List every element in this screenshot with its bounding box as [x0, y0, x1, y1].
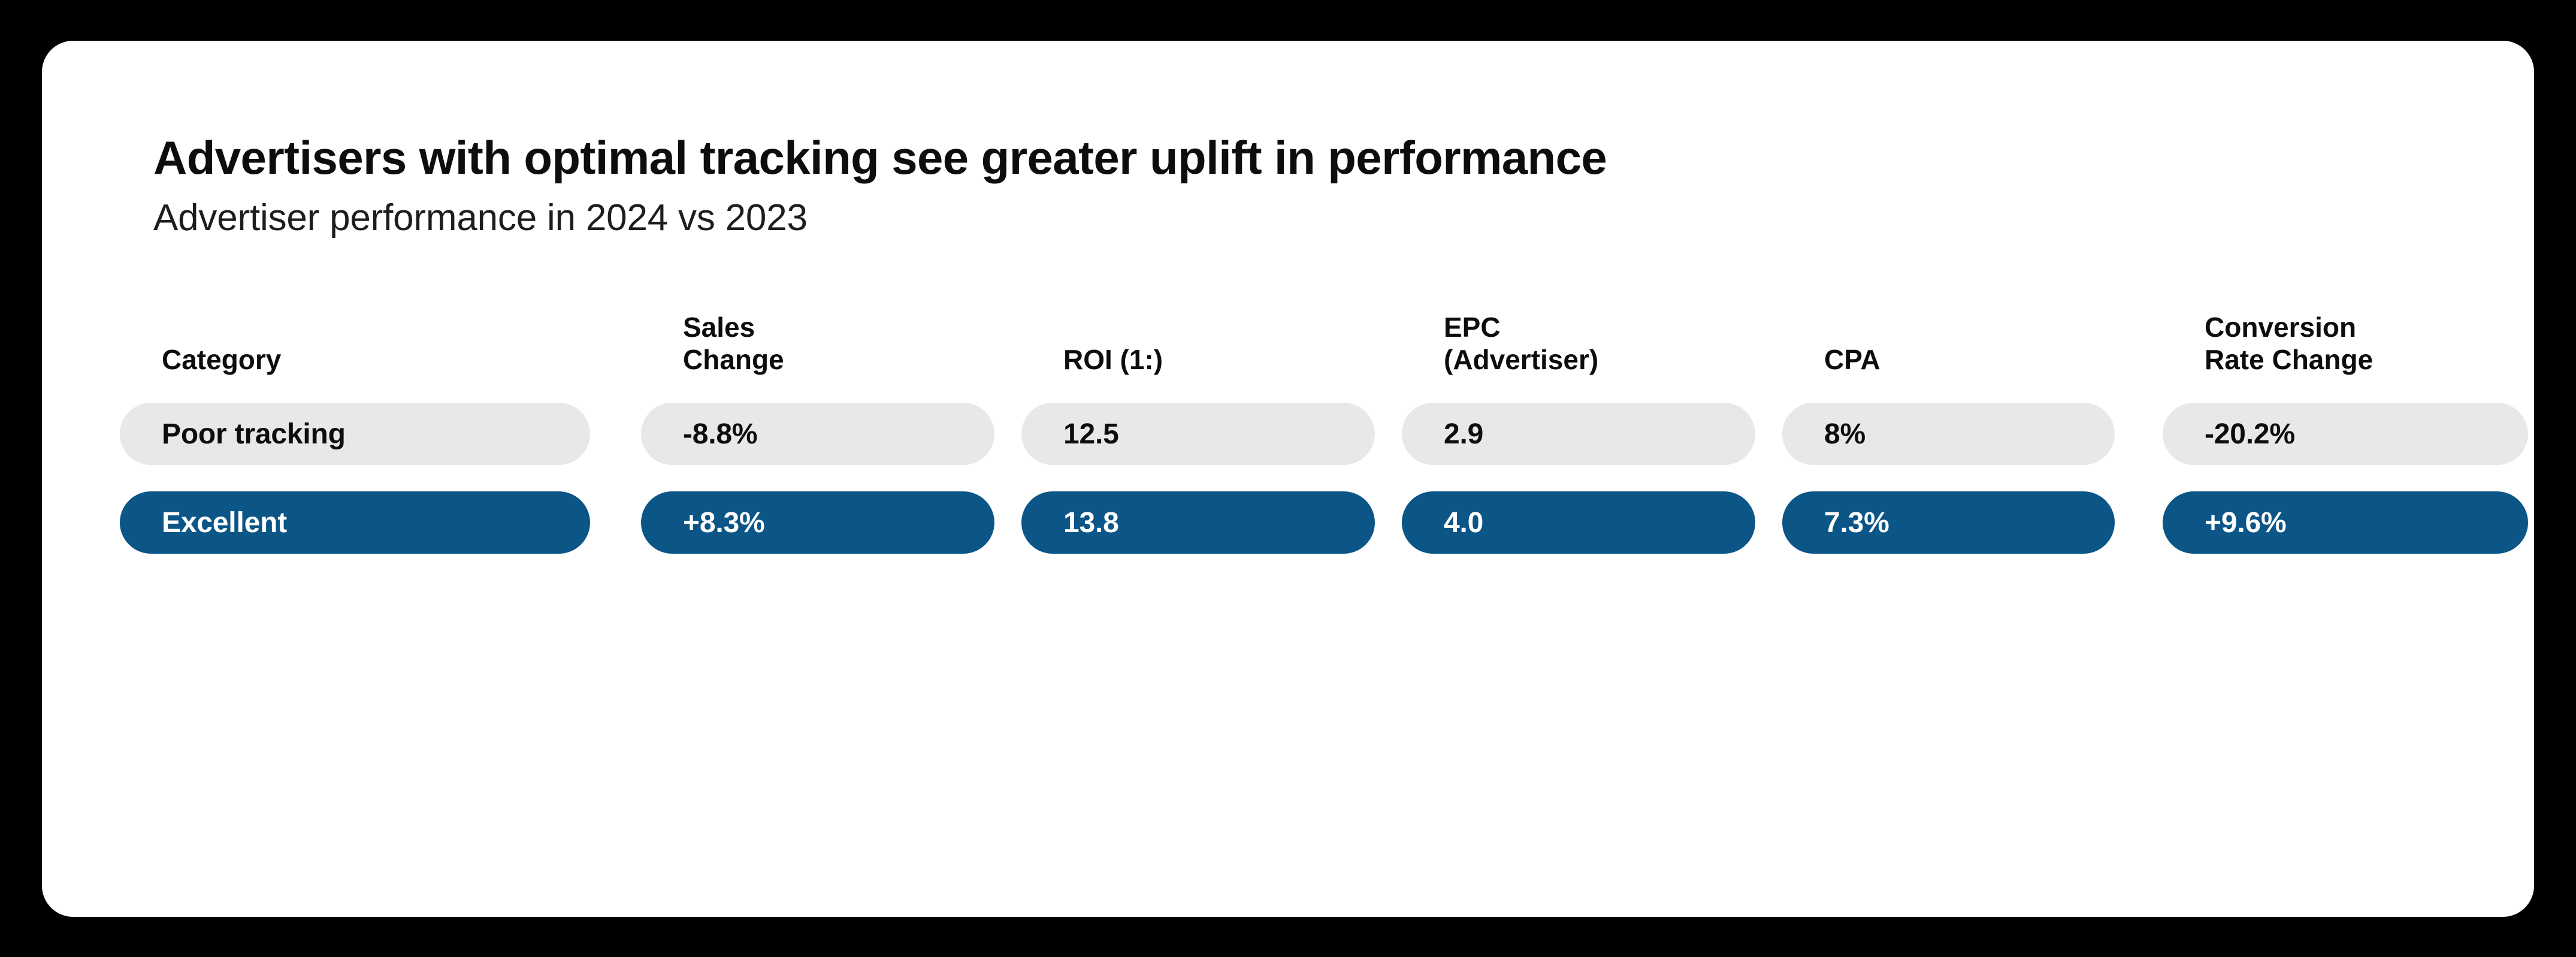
pill-roi[interactable]: 12.5 [1021, 403, 1375, 465]
pill-cpa[interactable]: 7.3% [1782, 491, 2115, 554]
pill-epc[interactable]: 2.9 [1402, 403, 1755, 465]
column-roi: ROI (1:) [1021, 256, 1402, 376]
pill-sales-change[interactable]: -8.8% [641, 403, 994, 465]
header-line-2: Change [683, 344, 784, 376]
pill-conversion-rate-change[interactable]: +9.6% [2163, 491, 2528, 554]
header-line-2: Rate Change [2205, 344, 2374, 376]
pill-category[interactable]: Excellent [120, 491, 590, 554]
cell-wrap-conversion-rate-change: +9.6% [2163, 491, 2528, 554]
cell-wrap-sales-change: -8.8% [641, 403, 1021, 465]
header-cell-category: Category [120, 256, 641, 376]
cell-wrap-epc: 4.0 [1402, 491, 1782, 554]
cell-wrap-cpa: 7.3% [1782, 491, 2163, 554]
pill-conversion-rate-change[interactable]: -20.2% [2163, 403, 2528, 465]
pill-roi[interactable]: 13.8 [1021, 491, 1375, 554]
pill-category[interactable]: Poor tracking [120, 403, 590, 465]
cell-wrap-roi: 12.5 [1021, 403, 1402, 465]
cell-wrap-roi: 13.8 [1021, 491, 1402, 554]
cell-wrap-sales-change: +8.3% [641, 491, 1021, 554]
cell-wrap-conversion-rate-change: -20.2% [2163, 403, 2528, 465]
header-cell-roi: ROI (1:) [1021, 256, 1402, 376]
header-line-2: Category [162, 344, 282, 376]
column-epc: EPC (Advertiser) [1402, 256, 1782, 376]
table-row: Poor tracking -8.8% 12.5 2.9 8% -20.2% [120, 403, 2528, 465]
cell-wrap-category: Excellent [120, 491, 641, 554]
column-category: Category [120, 256, 641, 376]
page-subtitle: Advertiser performance in 2024 vs 2023 [153, 197, 808, 239]
cell-wrap-epc: 2.9 [1402, 403, 1782, 465]
header-line-1: Sales [683, 312, 755, 343]
pill-sales-change[interactable]: +8.3% [641, 491, 994, 554]
header-line-1: EPC [1444, 312, 1501, 343]
page-title: Advertisers with optimal tracking see gr… [153, 131, 1607, 184]
table-header-row: Category Sales Change ROI (1:) [120, 256, 2486, 376]
cell-wrap-category: Poor tracking [120, 403, 641, 465]
pill-epc[interactable]: 4.0 [1402, 491, 1755, 554]
header-cell-cpa: CPA [1782, 256, 2163, 376]
column-conversion-rate-change: Conversion Rate Change [2163, 256, 2486, 376]
table-row: Excellent +8.3% 13.8 4.0 7.3% +9.6% [120, 491, 2528, 554]
pill-cpa[interactable]: 8% [1782, 403, 2115, 465]
cell-wrap-cpa: 8% [1782, 403, 2163, 465]
header-line-2: ROI (1:) [1063, 344, 1163, 376]
column-cpa: CPA [1782, 256, 2163, 376]
header-cell-conversion-rate-change: Conversion Rate Change [2163, 256, 2486, 376]
header-line-1: Conversion [2205, 312, 2357, 343]
header-cell-epc: EPC (Advertiser) [1402, 256, 1782, 376]
header-cell-sales-change: Sales Change [641, 256, 1021, 376]
performance-table: Category Sales Change ROI (1:) [120, 256, 2528, 554]
column-sales-change: Sales Change [641, 256, 1021, 376]
header-line-2: (Advertiser) [1444, 344, 1599, 376]
header-line-2: CPA [1824, 344, 1880, 376]
performance-card: Advertisers with optimal tracking see gr… [42, 41, 2534, 917]
